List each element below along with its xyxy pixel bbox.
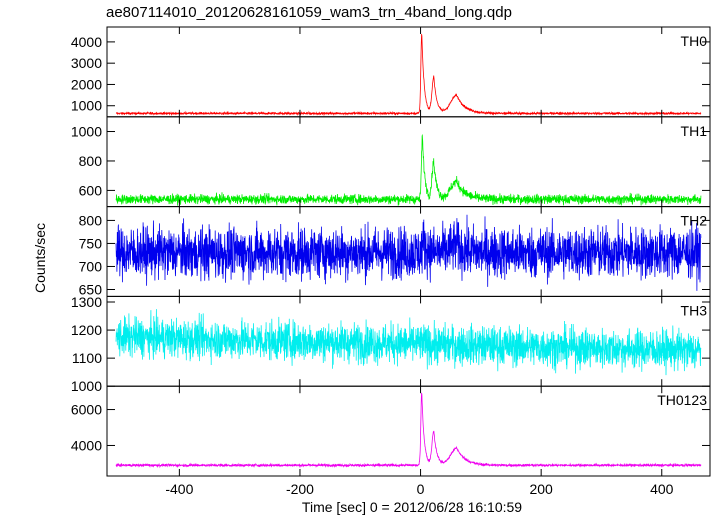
x-tick-label: -200 [286, 481, 314, 497]
panel-frame-th0 [106, 26, 711, 118]
y-tick-label: 1300 [71, 294, 102, 310]
x-tick-label: 0 [417, 481, 425, 497]
y-tick-label: 650 [79, 281, 103, 297]
x-tick-label: 200 [529, 481, 553, 497]
y-tick-label: 800 [79, 212, 103, 228]
x-tick-label: 400 [650, 481, 674, 497]
y-tick-label: 3000 [71, 55, 102, 71]
panel-label-th0123: TH0123 [657, 392, 707, 408]
panel-label-th1: TH1 [681, 123, 708, 139]
y-tick-label: 600 [79, 182, 103, 198]
panel-label-th3: TH3 [681, 302, 708, 318]
panel-label-th2: TH2 [681, 213, 708, 229]
series-line-th3 [115, 309, 702, 376]
y-tick-label: 4000 [71, 34, 102, 50]
y-tick-label: 1000 [71, 98, 102, 114]
series-line-th0123 [115, 392, 702, 469]
y-tick-label: 1100 [72, 350, 102, 366]
x-tick-label: -400 [165, 481, 193, 497]
panel-frame-th1 [106, 116, 711, 208]
series-line-th0 [115, 34, 702, 117]
y-tick-label: 1200 [71, 322, 102, 338]
y-tick-label: 4000 [71, 437, 102, 453]
y-tick-label: 6000 [71, 402, 102, 418]
panel-label-th0: TH0 [681, 33, 708, 49]
y-tick-label: 1000 [71, 124, 102, 140]
y-tick-label: 1000 [71, 378, 102, 394]
series-line-th2 [115, 214, 702, 291]
y-tick-label: 2000 [71, 76, 102, 92]
chart-title: ae807114010_20120628161059_wam3_trn_4ban… [106, 4, 512, 21]
series-line-th1 [115, 133, 702, 206]
y-tick-label: 800 [79, 153, 103, 169]
y-tick-label: 750 [79, 235, 103, 251]
x-axis-label: Time [sec] 0 = 2012/06/28 16:10:59 [301, 499, 523, 515]
y-tick-label: 700 [79, 258, 103, 274]
panel-frame-th0123 [106, 385, 711, 477]
